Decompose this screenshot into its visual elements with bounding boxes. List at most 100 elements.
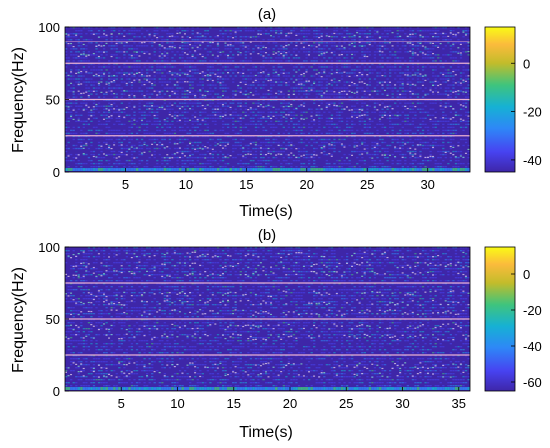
spectrogram-cell bbox=[348, 99, 351, 101]
spectrogram-cell bbox=[323, 54, 326, 56]
spectrogram-cell bbox=[411, 63, 415, 65]
spectrogram-cell bbox=[320, 54, 323, 56]
spectrogram-cell bbox=[151, 69, 154, 71]
spectrogram-cell bbox=[277, 90, 280, 92]
spectrogram-cell bbox=[161, 126, 164, 129]
spectrogram-cell bbox=[421, 147, 425, 150]
spectrogram-cell bbox=[267, 156, 270, 159]
spectrogram-cell bbox=[313, 63, 316, 65]
spectrogram-cell bbox=[206, 99, 210, 101]
spectrogram-cell bbox=[229, 48, 232, 50]
spectrogram-cell bbox=[242, 162, 245, 165]
spectrogram-cell bbox=[280, 84, 283, 86]
spectrogram-cell bbox=[290, 114, 293, 116]
spectrogram-cell bbox=[452, 135, 455, 138]
low-frequency-cell bbox=[264, 168, 268, 171]
harmonic-trace-point bbox=[285, 44, 288, 47]
spectrogram-cell bbox=[396, 75, 399, 77]
low-frequency-cell bbox=[229, 168, 233, 171]
spectrogram-cell bbox=[118, 120, 121, 123]
spectrogram-cell bbox=[176, 72, 179, 74]
spectrogram-cell bbox=[65, 99, 68, 101]
low-frequency-cell bbox=[204, 168, 207, 171]
spectrogram-cell bbox=[232, 129, 235, 132]
spectrogram-cell bbox=[373, 111, 377, 113]
spectrogram-cell bbox=[128, 39, 131, 41]
spectrogram-cell bbox=[97, 57, 101, 59]
spectrogram-cell bbox=[194, 99, 197, 101]
spectrogram-cell bbox=[87, 78, 91, 80]
spectrogram-cell bbox=[229, 57, 232, 59]
spectrogram-cell bbox=[323, 150, 326, 153]
harmonic-trace-point bbox=[264, 154, 267, 156]
spectrogram-cell bbox=[426, 141, 430, 144]
spectrogram-cell bbox=[133, 42, 136, 44]
spectrogram-cell bbox=[457, 84, 460, 86]
spectrogram-cell bbox=[214, 120, 217, 123]
harmonic-trace-point bbox=[302, 46, 305, 48]
spectrogram-cell bbox=[97, 120, 101, 123]
spectrogram-cell bbox=[227, 96, 230, 98]
spectrogram-cell bbox=[232, 117, 235, 119]
spectrogram-cell bbox=[442, 108, 445, 110]
spectrogram-cell bbox=[168, 141, 172, 144]
spectrogram-cell bbox=[401, 63, 404, 65]
spectrogram-cell bbox=[267, 63, 270, 65]
spectrogram-cell bbox=[95, 147, 98, 150]
spectrogram-cell bbox=[320, 114, 323, 116]
spectrogram-cell bbox=[209, 114, 212, 116]
harmonic-trace-point bbox=[414, 105, 417, 108]
spectrogram-cell bbox=[206, 123, 210, 126]
spectrogram-cell bbox=[437, 81, 440, 83]
spectrogram-cell bbox=[411, 36, 415, 38]
spectrogram-cell bbox=[118, 51, 121, 53]
spectrogram-cell bbox=[338, 48, 341, 50]
spectrogram-cell bbox=[318, 30, 321, 32]
spectrogram-cell bbox=[161, 72, 164, 74]
low-frequency-cell bbox=[227, 168, 230, 171]
harmonic-trace-point bbox=[338, 54, 341, 56]
spectrogram-cell bbox=[416, 126, 420, 129]
spectrogram-cell bbox=[462, 129, 465, 132]
low-frequency-cell bbox=[95, 168, 98, 171]
spectrogram-cell bbox=[138, 87, 141, 89]
spectrogram-cell bbox=[75, 48, 78, 50]
harmonic-trace-point bbox=[394, 146, 397, 148]
spectrogram-cell bbox=[176, 147, 179, 150]
low-frequency-cell bbox=[383, 168, 387, 171]
spectrogram-cell bbox=[204, 132, 207, 135]
spectrogram-cell bbox=[156, 27, 159, 29]
spectrogram-cell bbox=[130, 159, 134, 162]
harmonic-trace-point bbox=[146, 79, 148, 81]
low-frequency-cell bbox=[267, 168, 271, 171]
harmonic-trace-point bbox=[454, 90, 457, 93]
spectrogram-cell bbox=[191, 108, 194, 110]
spectrogram-cell bbox=[262, 45, 265, 47]
harmonic-trace-point bbox=[67, 155, 70, 157]
spectrogram-cell bbox=[153, 27, 156, 29]
spectrogram-cell bbox=[442, 129, 445, 132]
spectrogram-cell bbox=[429, 54, 432, 56]
spectrogram-cell bbox=[290, 60, 293, 62]
spectrogram-cell bbox=[80, 120, 83, 123]
harmonic-trace-point bbox=[416, 54, 419, 56]
spectrogram-cell bbox=[452, 84, 455, 86]
spectrogram-cell bbox=[401, 84, 404, 86]
harmonic-trace-point bbox=[444, 151, 447, 154]
spectrogram-cell bbox=[194, 111, 197, 113]
spectrogram-cell bbox=[254, 108, 258, 110]
spectrogram-cell bbox=[459, 150, 463, 153]
spectrogram-cell bbox=[287, 36, 291, 38]
spectrogram-cell bbox=[338, 159, 341, 162]
spectrogram-cell bbox=[275, 96, 278, 98]
spectrogram-cell bbox=[320, 33, 323, 35]
spectrogram-cell bbox=[464, 33, 468, 35]
spectrogram-cell bbox=[325, 105, 328, 107]
spectrogram-cell bbox=[325, 87, 328, 89]
spectrogram-cell bbox=[452, 81, 455, 83]
spectrogram-cell bbox=[214, 93, 217, 95]
spectrogram-cell bbox=[178, 75, 182, 77]
spectrogram-cell bbox=[444, 72, 447, 74]
spectrogram-cell bbox=[72, 159, 75, 162]
spectrogram-cell bbox=[249, 108, 253, 110]
